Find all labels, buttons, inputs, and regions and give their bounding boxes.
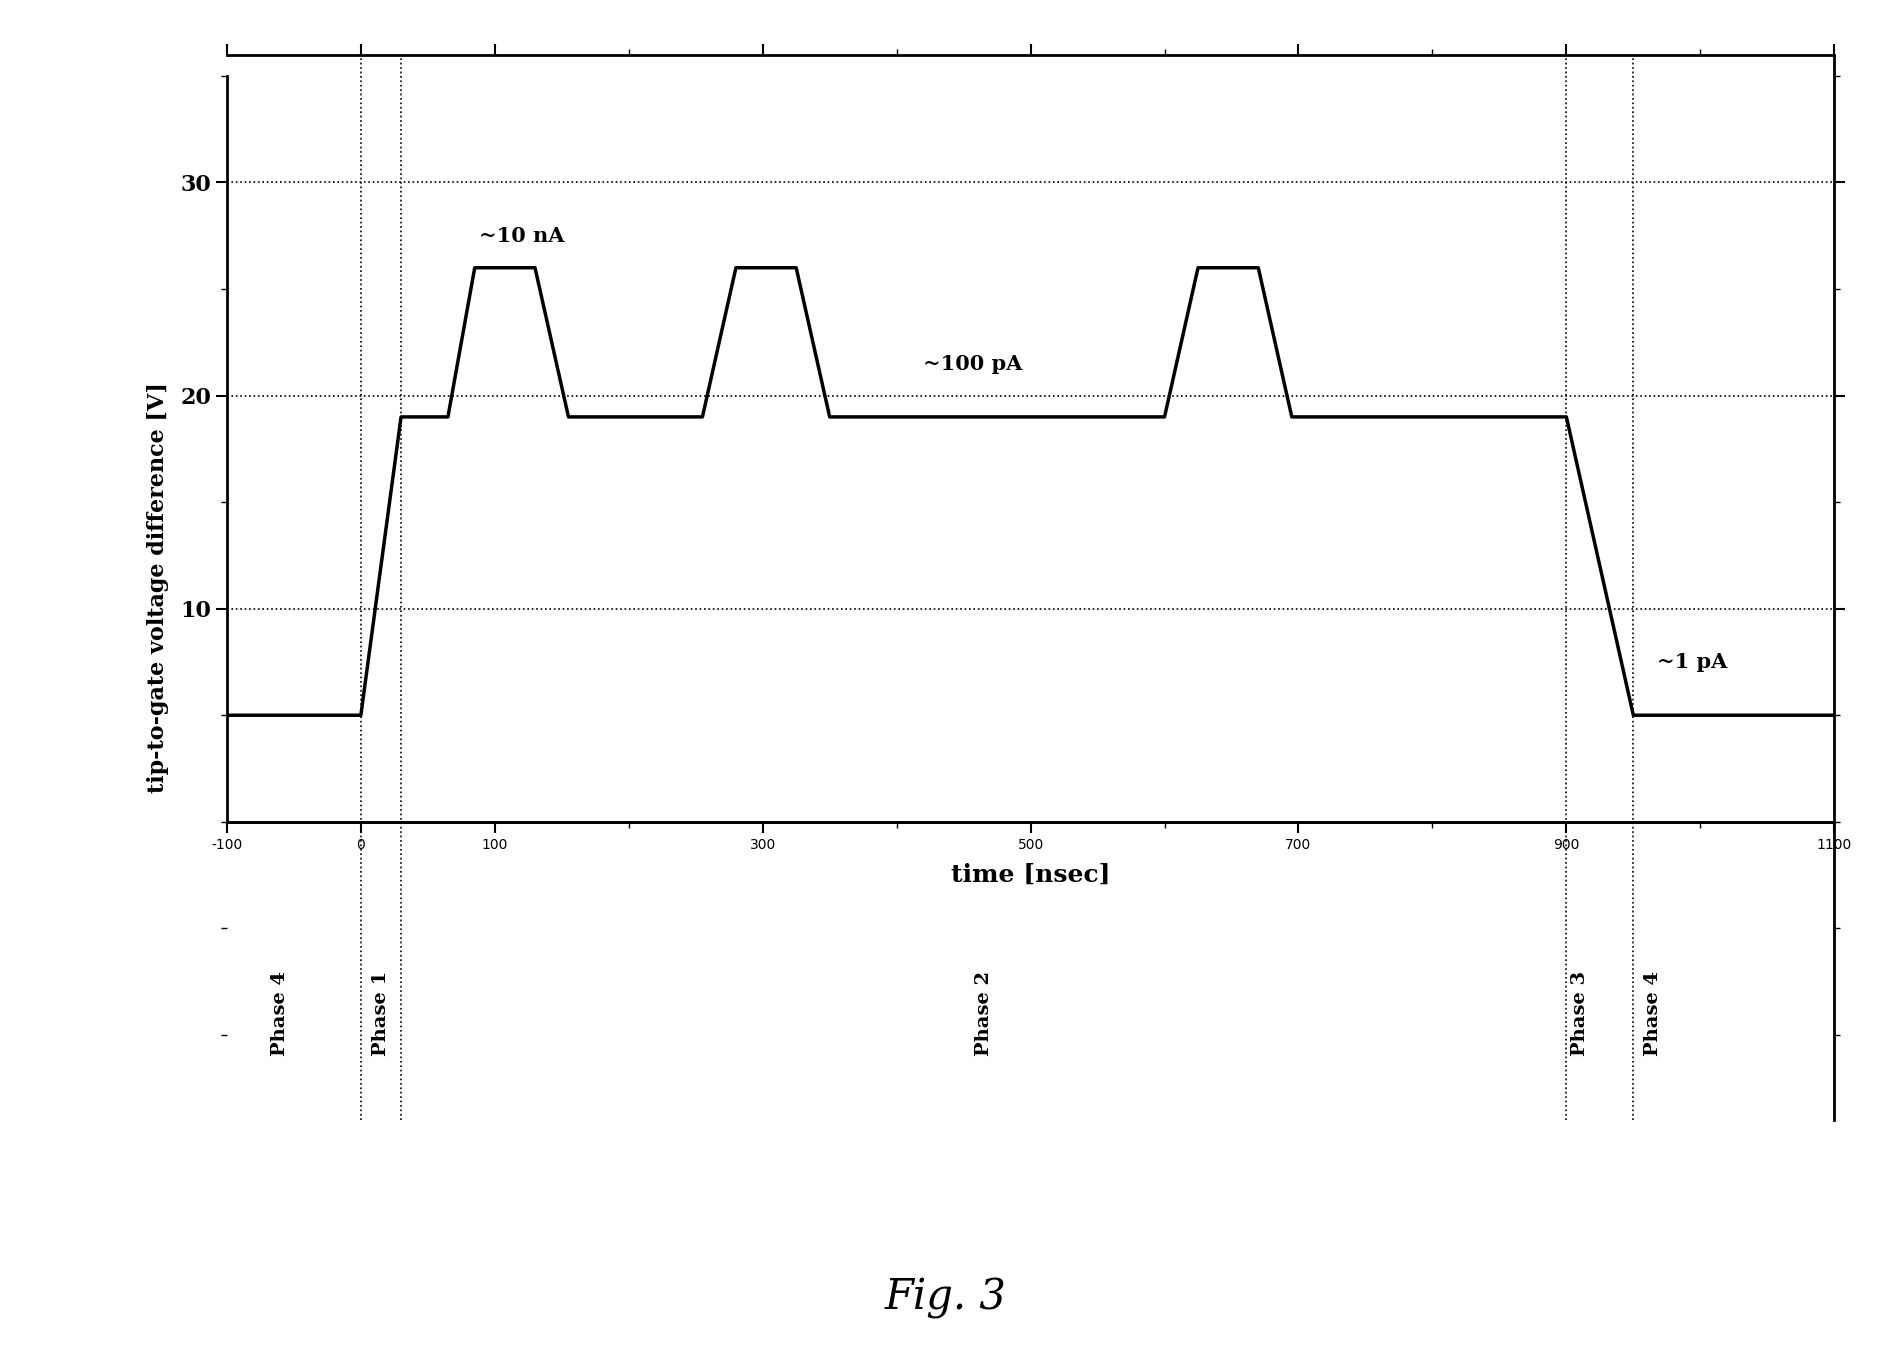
Text: ~100 pA: ~100 pA bbox=[923, 354, 1023, 374]
Text: ~1 pA: ~1 pA bbox=[1657, 652, 1728, 672]
Text: Phase 2: Phase 2 bbox=[974, 971, 993, 1056]
Text: Phase 4: Phase 4 bbox=[272, 971, 289, 1056]
X-axis label: time [nsec]: time [nsec] bbox=[951, 863, 1110, 887]
Y-axis label: tip-to-gate voltage difference [V]: tip-to-gate voltage difference [V] bbox=[147, 382, 168, 792]
Text: Phase 4: Phase 4 bbox=[1645, 971, 1662, 1056]
Text: ~10 nA: ~10 nA bbox=[478, 225, 564, 246]
Text: Phase 1: Phase 1 bbox=[373, 971, 390, 1056]
Text: Phase 3: Phase 3 bbox=[1571, 971, 1588, 1056]
Text: Fig. 3: Fig. 3 bbox=[885, 1277, 1006, 1318]
